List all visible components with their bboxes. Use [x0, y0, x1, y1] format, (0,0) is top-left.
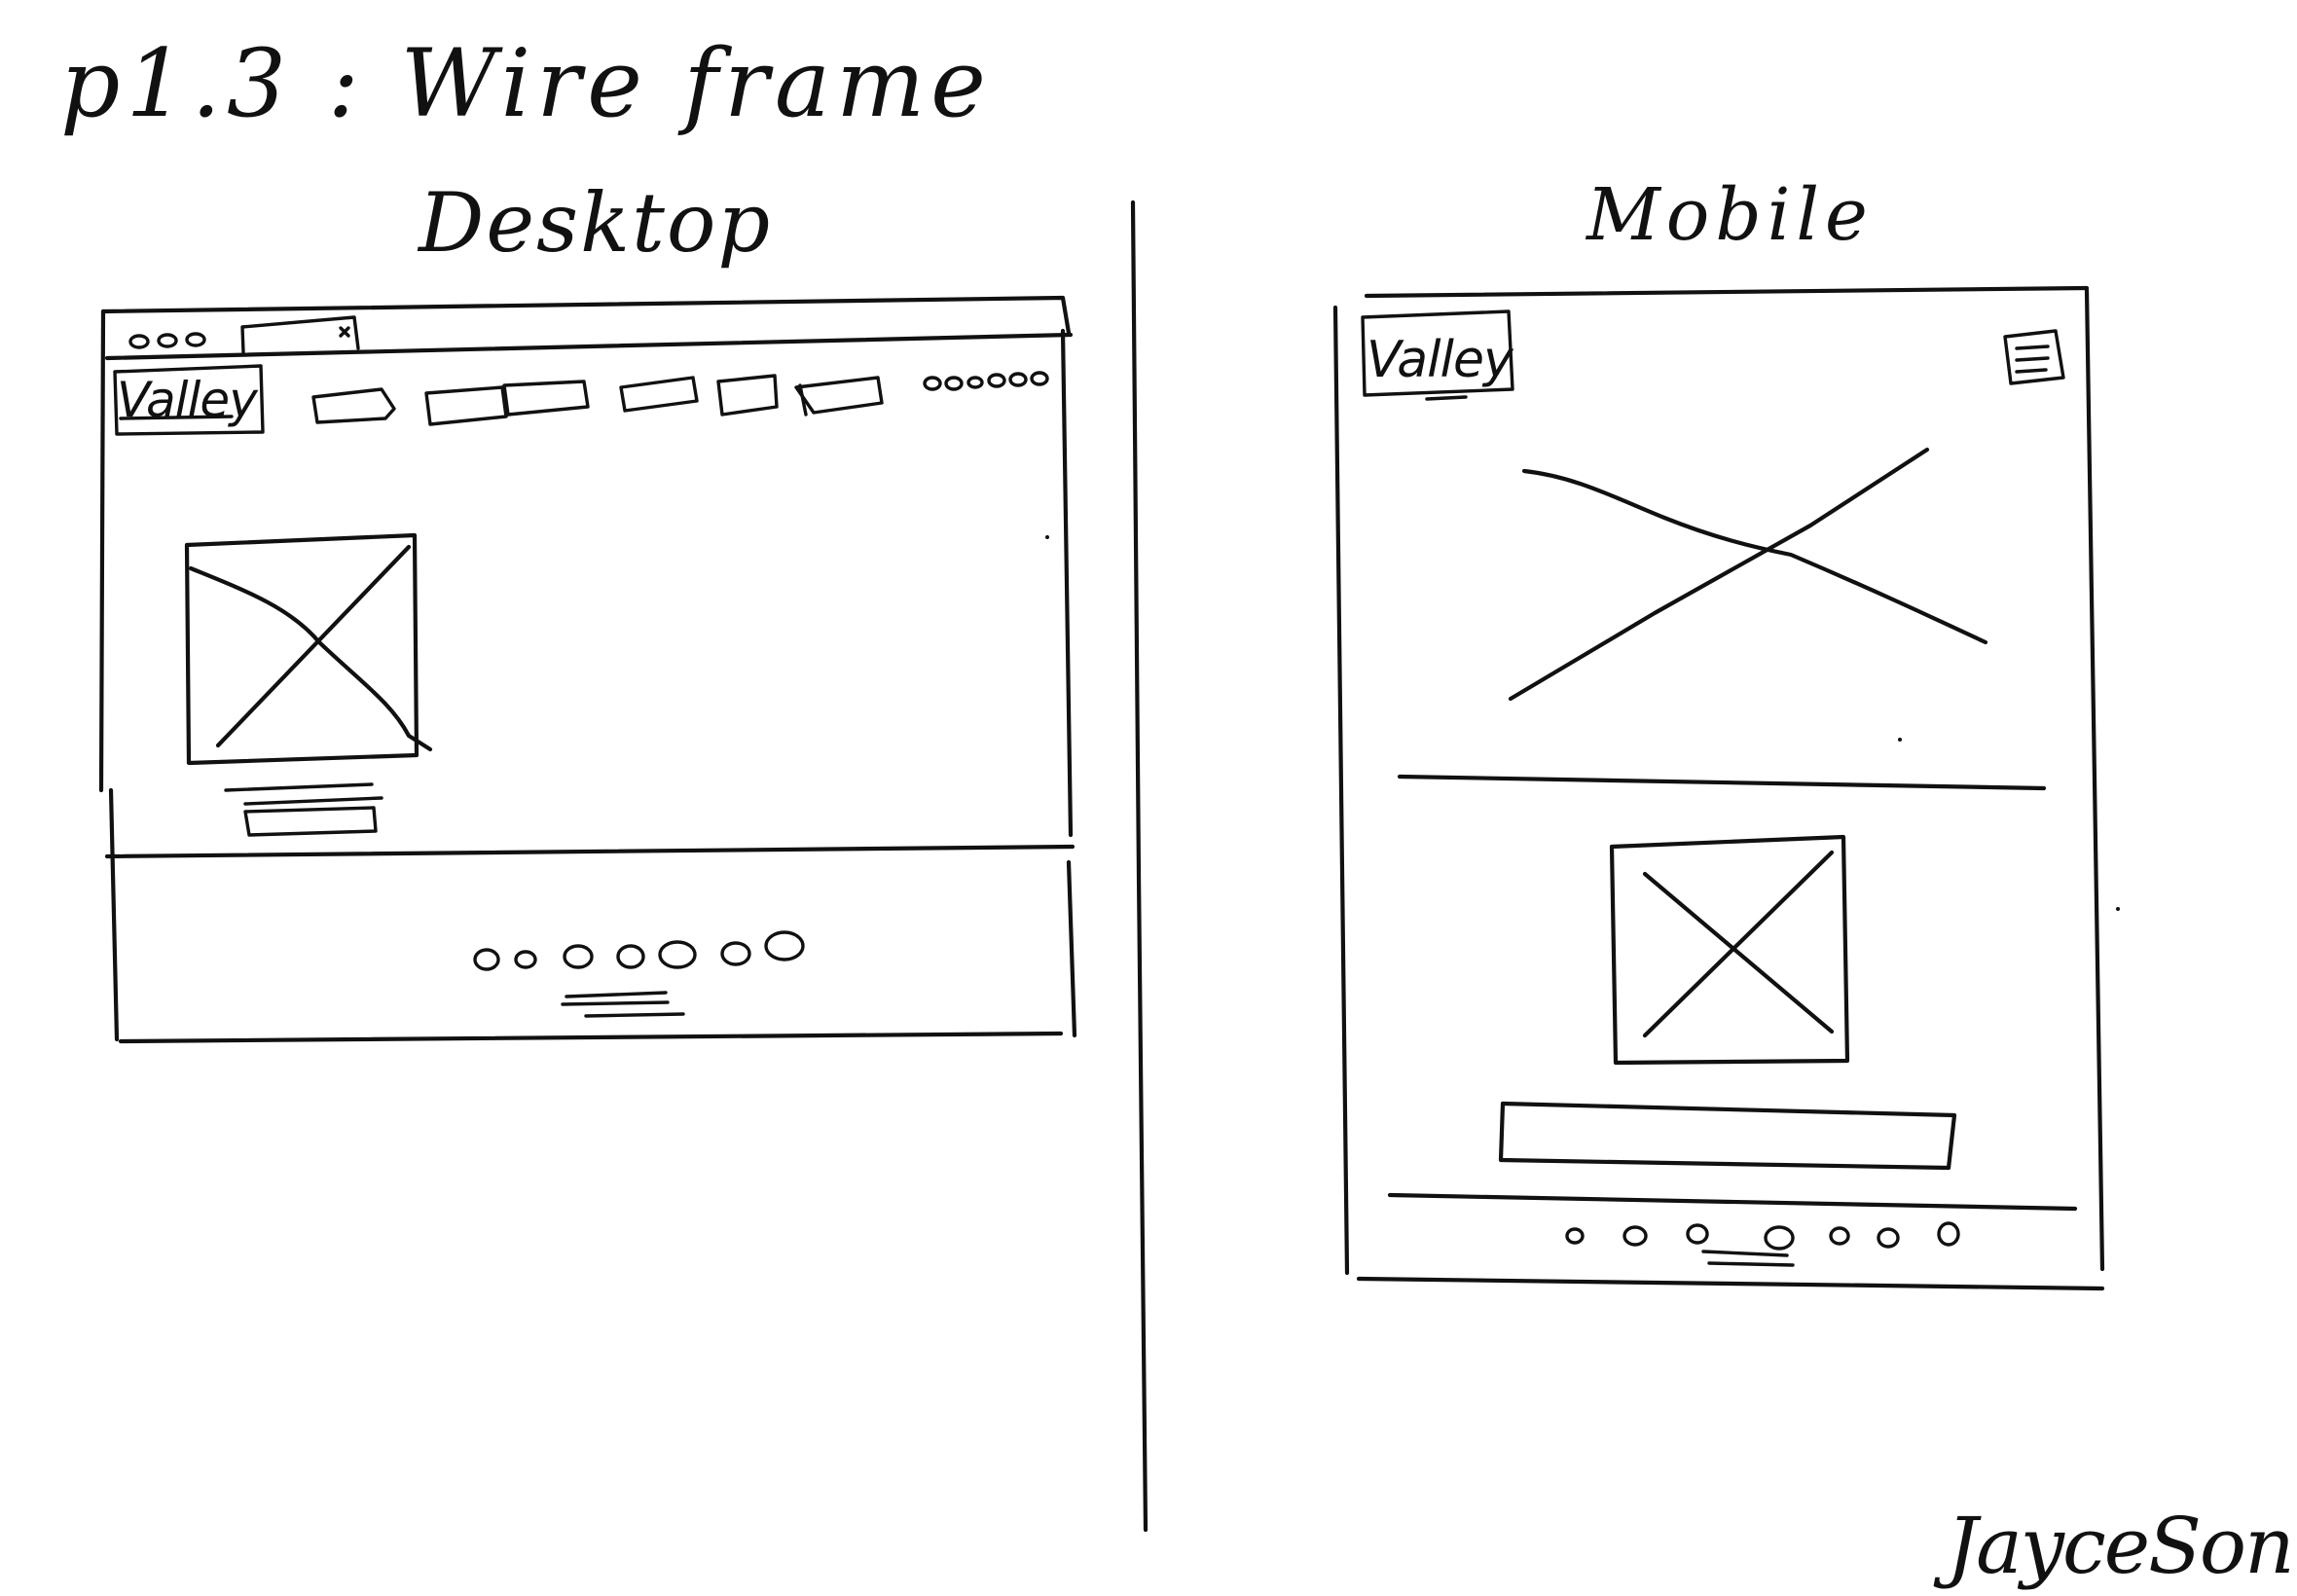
desktop-footer-icons [473, 930, 805, 971]
desktop-image-cross-a [188, 565, 433, 752]
desktop-frame-lower-left [108, 787, 120, 1042]
mobile-frame-right [2084, 287, 2105, 1272]
desktop-frame-left [98, 308, 106, 793]
desktop-image-placeholder [184, 532, 419, 766]
desktop-heading: Desktop [419, 175, 773, 271]
desktop-logo-underline [119, 415, 234, 420]
mobile-hero-divider [1397, 774, 2047, 791]
mobile-image-placeholder [1609, 834, 1850, 1066]
desktop-logo: Valley [117, 372, 258, 428]
mobile-wireframe [1332, 285, 2105, 1291]
desktop-image-cross-b [215, 544, 412, 748]
desktop-footer-text-1 [565, 991, 668, 998]
mobile-footer-divider [1387, 1192, 2078, 1212]
mobile-footer-text-2 [1707, 1261, 1795, 1267]
signature: JayceSon [1947, 1501, 2295, 1591]
desktop-browser-top [100, 295, 1072, 336]
browser-tab [240, 315, 360, 354]
mobile-action-button [1498, 1101, 1957, 1171]
desktop-footer-text-3 [584, 1012, 685, 1018]
window-control-dots [128, 332, 206, 349]
mobile-logo-box [1361, 309, 1514, 397]
desktop-frame-bottom [118, 1031, 1064, 1044]
desktop-caption-button [243, 806, 378, 837]
desktop-social-icons [923, 371, 1049, 391]
mobile-logo-underline [1425, 395, 1468, 401]
desktop-wireframe [98, 295, 1077, 1044]
desktop-frame-right [1060, 328, 1074, 838]
mobile-footer-icons [1565, 1221, 1960, 1251]
desktop-logo-box [113, 364, 265, 436]
stray-pen-marks [1045, 535, 2120, 911]
desktop-caption-line-1 [224, 782, 374, 792]
mobile-frame-left [1332, 305, 1350, 1276]
browser-tab-close-icon [339, 326, 350, 338]
page-title: p1.3 : Wire frame [60, 29, 992, 138]
desktop-frame-lower-right [1066, 859, 1077, 1038]
hamburger-menu-icon [2003, 329, 2065, 385]
mobile-frame-top [1364, 285, 2090, 299]
desktop-nav-items [311, 374, 884, 426]
mobile-hero-cross-b [1508, 447, 1930, 702]
mobile-image-cross-a [1642, 871, 1835, 1034]
mobile-frame-bottom [1356, 1276, 2105, 1291]
mobile-hero-cross-a [1521, 468, 1988, 645]
mobile-heading: Mobile [1586, 173, 1874, 257]
desktop-tabbar-divider [104, 332, 1074, 361]
desktop-caption-line-2 [243, 796, 383, 806]
center-divider [1130, 200, 1148, 1533]
mobile-logo: Valley [1367, 331, 1513, 389]
desktop-footer-text-2 [561, 1000, 670, 1006]
desktop-footer-divider [104, 844, 1076, 859]
mobile-footer-text-1 [1701, 1250, 1789, 1257]
mobile-image-cross-b [1642, 850, 1835, 1038]
